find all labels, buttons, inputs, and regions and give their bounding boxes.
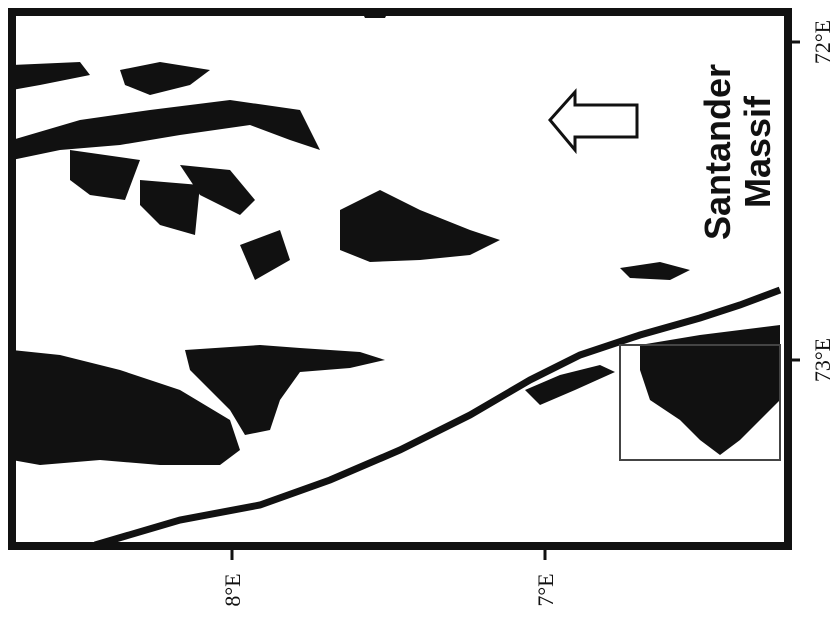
region-label: Santander <box>697 64 738 240</box>
map: 72°E 73°E 8°E 7°E Santander Massif <box>0 0 836 619</box>
region-label: Massif <box>737 95 778 208</box>
right-tick-label: 73°E <box>810 338 835 382</box>
right-tick-label: 72°E <box>810 20 835 64</box>
bottom-tick-label: 8°E <box>220 573 245 606</box>
bottom-tick-label: 7°E <box>533 573 558 606</box>
